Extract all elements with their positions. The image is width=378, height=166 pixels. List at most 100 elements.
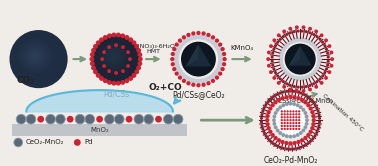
Circle shape [214,70,219,75]
Text: Calcination 450°C: Calcination 450°C [322,93,364,132]
Circle shape [297,30,300,33]
Circle shape [295,110,297,113]
Circle shape [285,147,288,151]
Circle shape [298,128,301,130]
Circle shape [279,54,284,58]
Circle shape [100,57,104,61]
Circle shape [264,103,268,106]
Circle shape [272,95,275,98]
Circle shape [126,64,130,68]
Circle shape [33,54,37,58]
Circle shape [170,62,175,66]
Circle shape [260,113,263,116]
Circle shape [85,114,94,124]
Circle shape [175,63,180,69]
Circle shape [178,76,182,80]
Circle shape [312,82,315,85]
Circle shape [295,125,297,127]
Circle shape [281,66,285,71]
Circle shape [315,131,318,134]
Circle shape [292,119,294,121]
Circle shape [283,45,287,49]
Circle shape [144,114,153,124]
Circle shape [217,49,222,55]
Circle shape [186,76,191,82]
Circle shape [196,83,201,87]
Circle shape [271,133,275,137]
Circle shape [278,131,282,135]
Circle shape [206,76,211,82]
Text: Pd: Pd [84,139,93,145]
Circle shape [287,41,292,45]
Circle shape [174,56,179,62]
Circle shape [288,135,293,139]
Circle shape [269,70,273,74]
Text: CeO₂-MnO₂: CeO₂-MnO₂ [26,139,65,145]
Circle shape [278,92,281,95]
Circle shape [285,134,289,138]
Circle shape [295,122,297,124]
Circle shape [282,30,286,33]
Circle shape [285,102,289,106]
Circle shape [309,140,312,143]
Circle shape [196,79,201,84]
Circle shape [277,81,281,85]
Circle shape [276,108,280,112]
Text: Pd/CSs: Pd/CSs [103,89,129,98]
Circle shape [107,69,111,73]
Circle shape [283,69,287,73]
Circle shape [215,46,221,52]
Circle shape [289,84,292,87]
Text: O₂+CO: O₂+CO [149,83,182,92]
Circle shape [192,78,198,84]
Text: CeO₂-Pd-MnO₂: CeO₂-Pd-MnO₂ [263,156,318,165]
Circle shape [282,147,285,150]
Circle shape [296,38,301,42]
Circle shape [56,114,65,124]
Text: KMnO₄: KMnO₄ [231,45,254,51]
Circle shape [211,79,215,83]
Circle shape [273,122,276,126]
Circle shape [282,90,285,94]
Text: Ce(NO₃)₃·6H₂O: Ce(NO₃)₃·6H₂O [130,44,176,49]
Circle shape [299,76,304,81]
Circle shape [105,114,114,124]
Circle shape [191,83,195,87]
Circle shape [295,25,299,29]
Circle shape [20,41,51,72]
Circle shape [265,118,270,122]
Circle shape [67,116,74,123]
Circle shape [316,50,321,55]
Circle shape [218,60,223,65]
Circle shape [327,70,332,74]
Circle shape [260,117,263,120]
Circle shape [265,114,270,118]
Circle shape [316,80,319,83]
Circle shape [75,114,85,124]
Circle shape [268,130,273,134]
Circle shape [138,52,143,57]
Circle shape [308,27,312,31]
Circle shape [196,31,201,35]
Circle shape [327,60,330,63]
Circle shape [308,73,313,78]
Circle shape [271,56,274,59]
Circle shape [180,72,185,78]
Circle shape [9,30,68,88]
Circle shape [301,108,305,112]
Circle shape [189,78,194,83]
Circle shape [330,50,333,54]
Circle shape [201,83,206,87]
Circle shape [218,42,222,47]
Circle shape [292,110,294,113]
Circle shape [325,48,328,51]
Circle shape [280,113,283,116]
Circle shape [305,118,309,122]
Circle shape [220,67,225,71]
Circle shape [323,44,326,47]
Circle shape [287,110,289,113]
Circle shape [126,50,130,54]
Circle shape [303,136,308,140]
Circle shape [325,67,328,71]
Circle shape [223,57,227,61]
